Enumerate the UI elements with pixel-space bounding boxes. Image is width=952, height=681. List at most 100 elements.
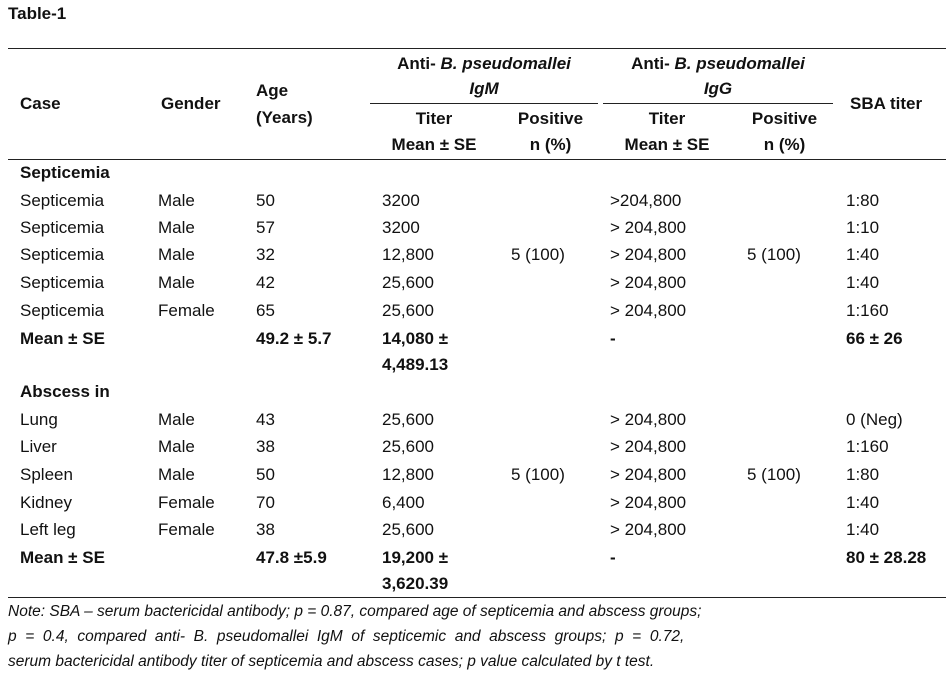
header-igg-titer: Titer: [648, 109, 686, 128]
cell-mean-igg: -: [610, 548, 616, 567]
table-note-line3: serum bactericidal antibody titer of sep…: [8, 653, 655, 670]
cell-igm-titer: 25,600: [382, 410, 434, 429]
header-igg-mean-se: Mean ± SE: [624, 135, 710, 154]
cell-igm-titer: 6,400: [382, 493, 425, 512]
header-igm-n-pct: n (%): [529, 135, 572, 154]
cell-sba-titer: 1:40: [846, 245, 880, 264]
cell-gender: Male: [158, 465, 195, 484]
cell-age: 70: [256, 493, 275, 512]
cell-gender: Male: [158, 437, 195, 456]
cell-case: Kidney: [20, 493, 72, 512]
cell-gender: Female: [158, 301, 215, 320]
igm-subheader-rule: [370, 103, 598, 104]
cell-mean-label: Mean ± SE: [20, 548, 105, 567]
cell-sba-titer: 1:160: [846, 437, 889, 456]
cell-mean-igm-line2: 3,620.39: [382, 574, 449, 593]
header-age-line1: Age: [256, 81, 289, 100]
cell-mean-label: Mean ± SE: [20, 329, 105, 348]
igm-species: B. pseudomallei: [440, 54, 571, 73]
cell-mean-age: 47.8 ±5.9: [256, 548, 327, 567]
igg-prefix: Anti-: [631, 54, 675, 73]
cell-igg-titer: > 204,800: [610, 245, 687, 264]
cell-mean-igm-line1: 19,200 ±: [382, 548, 449, 567]
table-bottom-rule: [8, 597, 946, 598]
cell-age: 65: [256, 301, 275, 320]
header-gender: Gender: [161, 94, 221, 113]
cell-igm-titer: 25,600: [382, 520, 434, 539]
header-igm-mean-se: Mean ± SE: [391, 135, 477, 154]
header-bottom-rule: [8, 159, 946, 160]
group-label-abscess: Abscess in: [20, 382, 110, 401]
cell-case: Lung: [20, 410, 58, 429]
cell-mean-sba: 80 ± 28.28: [846, 548, 927, 567]
cell-mean-igg: -: [610, 329, 616, 348]
cell-igg-titer: > 204,800: [610, 437, 687, 456]
cell-igg-positive: 5 (100): [747, 245, 801, 264]
cell-igg-titer: > 204,800: [610, 465, 687, 484]
cell-case: Septicemia: [20, 301, 105, 320]
table-title: Table-1: [8, 4, 67, 23]
cell-sba-titer: 1:160: [846, 301, 889, 320]
cell-case: Septicemia: [20, 218, 105, 237]
cell-sba-titer: 1:80: [846, 465, 880, 484]
cell-sba-titer: 1:40: [846, 520, 880, 539]
igm-class: IgM: [469, 79, 499, 98]
cell-igg-titer: > 204,800: [610, 520, 687, 539]
header-age-line2: (Years): [256, 108, 313, 127]
header-igg-line2: IgG: [603, 75, 833, 102]
cell-mean-igm-line2: 4,489.13: [382, 355, 449, 374]
header-igg-n-pct: n (%): [763, 135, 806, 154]
cell-gender: Male: [158, 191, 195, 210]
cell-igg-titer: > 204,800: [610, 410, 687, 429]
cell-mean-igm-line1: 14,080 ±: [382, 329, 449, 348]
cell-igm-positive: 5 (100): [511, 245, 565, 264]
header-igm-titer: Titer: [415, 109, 453, 128]
cell-case: Liver: [20, 437, 57, 456]
header-igm-line2: IgM: [370, 75, 598, 102]
cell-igg-titer: > 204,800: [610, 273, 687, 292]
cell-case: Septicemia: [20, 245, 105, 264]
cell-igg-titer: > 204,800: [610, 301, 687, 320]
header-case: Case: [20, 94, 61, 113]
cell-mean-age: 49.2 ± 5.7: [256, 329, 332, 348]
cell-age: 43: [256, 410, 275, 429]
header-sba-titer: SBA titer: [850, 94, 923, 113]
igg-subheader-rule: [603, 103, 833, 104]
cell-igm-positive: 5 (100): [511, 465, 565, 484]
table-note-line2: p = 0.4, compared anti- B. pseudomallei …: [8, 628, 685, 645]
cell-gender: Female: [158, 520, 215, 539]
cell-age: 42: [256, 273, 275, 292]
cell-gender: Male: [158, 273, 195, 292]
header-igg-positive: Positive: [751, 109, 818, 128]
header-igm-line1: Anti- B. pseudomallei: [370, 50, 598, 77]
cell-igm-titer: 12,800: [382, 465, 434, 484]
cell-gender: Male: [158, 218, 195, 237]
header-igg-line1: Anti- B. pseudomallei: [603, 50, 833, 77]
group-label-septicemia: Septicemia: [20, 163, 110, 182]
table-top-rule: [8, 48, 946, 49]
cell-igm-titer: 25,600: [382, 273, 434, 292]
igg-species: B. pseudomallei: [674, 54, 805, 73]
header-igm-positive: Positive: [517, 109, 584, 128]
igm-prefix: Anti-: [397, 54, 441, 73]
cell-gender: Male: [158, 245, 195, 264]
table-note-line1: Note: SBA – serum bactericidal antibody;…: [8, 603, 702, 620]
cell-igm-titer: 3200: [382, 218, 420, 237]
cell-age: 38: [256, 520, 275, 539]
cell-gender: Female: [158, 493, 215, 512]
cell-igg-titer: >204,800: [610, 191, 682, 210]
cell-igg-positive: 5 (100): [747, 465, 801, 484]
cell-igm-titer: 12,800: [382, 245, 434, 264]
cell-igm-titer: 25,600: [382, 437, 434, 456]
cell-sba-titer: 1:40: [846, 273, 880, 292]
cell-igg-titer: > 204,800: [610, 218, 687, 237]
cell-igg-titer: > 204,800: [610, 493, 687, 512]
cell-sba-titer: 1:80: [846, 191, 880, 210]
cell-sba-titer: 1:10: [846, 218, 880, 237]
cell-case: Left leg: [20, 520, 76, 539]
cell-case: Septicemia: [20, 191, 105, 210]
cell-age: 50: [256, 191, 275, 210]
cell-age: 32: [256, 245, 275, 264]
cell-case: Septicemia: [20, 273, 105, 292]
cell-gender: Male: [158, 410, 195, 429]
